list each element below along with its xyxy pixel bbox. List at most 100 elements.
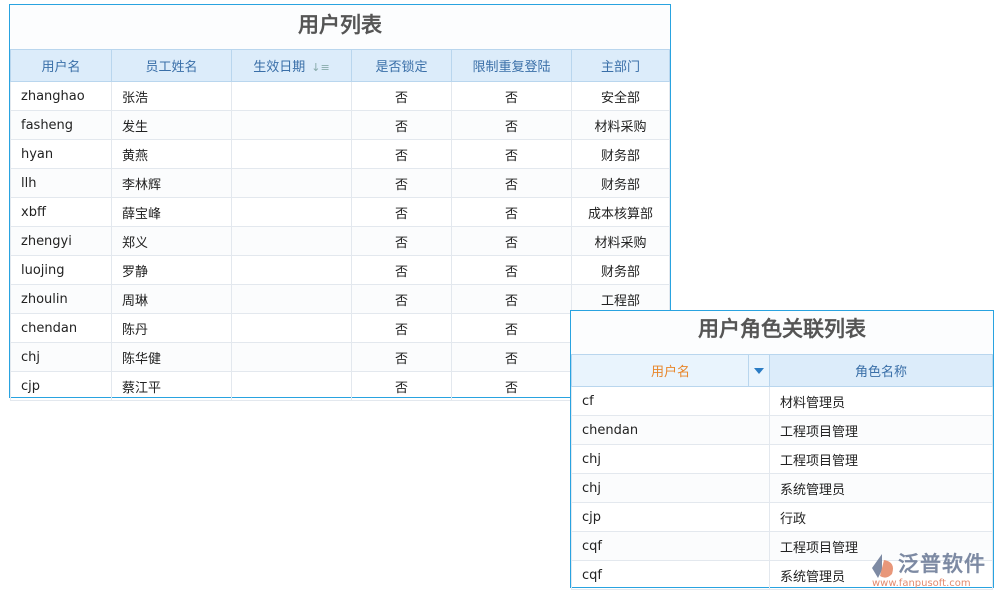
- caret-down-icon: [754, 367, 764, 374]
- table-cell: 否: [451, 139, 572, 169]
- table-cell: 否: [451, 371, 572, 401]
- table-cell: 否: [451, 110, 572, 140]
- table-cell: [231, 226, 352, 256]
- table-cell: xbff: [10, 197, 112, 227]
- column-header[interactable]: 用户名: [10, 49, 112, 82]
- fanpu-logo: 泛普软件 www.fanpusoft.com: [868, 552, 996, 592]
- table-cell: 否: [451, 342, 572, 372]
- table-cell: 否: [451, 168, 572, 198]
- table-cell: 财务部: [571, 168, 670, 198]
- table-cell: 工程部: [571, 284, 670, 314]
- table-row[interactable]: chj 系统管理员: [571, 473, 993, 503]
- table-cell: 财务部: [571, 139, 670, 169]
- table-row[interactable]: llh 李林辉否否财务部: [10, 168, 670, 198]
- table-cell: 陈丹: [111, 313, 232, 343]
- table-cell: 否: [351, 371, 452, 401]
- table-cell: cqf: [571, 531, 770, 561]
- dropdown-button[interactable]: [748, 355, 769, 386]
- table-cell: chendan: [10, 313, 112, 343]
- table-cell: 财务部: [571, 255, 670, 285]
- table-cell: 行政: [769, 502, 993, 532]
- table-cell: 材料采购: [571, 226, 670, 256]
- table-cell: cjp: [571, 502, 770, 532]
- table-cell: [231, 139, 352, 169]
- table-cell: 否: [351, 226, 452, 256]
- table-row[interactable]: hyan 黄燕否否财务部: [10, 139, 670, 169]
- table-cell: 材料管理员: [769, 386, 993, 416]
- column-header[interactable]: 主部门: [571, 49, 670, 82]
- table-cell: 周琳: [111, 284, 232, 314]
- table-cell: zhanghao: [10, 81, 112, 111]
- column-header-username[interactable]: 用户名: [571, 354, 770, 387]
- column-header[interactable]: 是否锁定: [351, 49, 452, 82]
- table-cell: 李林辉: [111, 168, 232, 198]
- table-cell: 发生: [111, 110, 232, 140]
- column-header-label: 用户名: [41, 60, 81, 75]
- table-row[interactable]: cjp 蔡江平 否否: [10, 371, 670, 401]
- table-cell: chj: [10, 342, 112, 372]
- table-row[interactable]: cf 材料管理员: [571, 386, 993, 416]
- table-row[interactable]: zhoulin 周琳否否工程部: [10, 284, 670, 314]
- table-cell: [231, 168, 352, 198]
- table-cell: 否: [351, 81, 452, 111]
- table-cell: 否: [451, 81, 572, 111]
- table-cell: [231, 371, 352, 401]
- column-header-label: 生效日期: [253, 60, 306, 75]
- table-cell: 黄燕: [111, 139, 232, 169]
- table-cell: 材料采购: [571, 110, 670, 140]
- table-cell: 罗静: [111, 255, 232, 285]
- table-row[interactable]: xbff 薛宝峰否否成本核算部: [10, 197, 670, 227]
- table-cell: 安全部: [571, 81, 670, 111]
- table-row[interactable]: zhengyi 郑义否否材料采购: [10, 226, 670, 256]
- table-cell: llh: [10, 168, 112, 198]
- table-cell: [231, 284, 352, 314]
- table-cell: [231, 255, 352, 285]
- logo-url: www.fanpusoft.com: [872, 578, 971, 589]
- table-cell: [231, 110, 352, 140]
- header-row: 用户名 员工姓名 生效日期 ↓≡ 是否锁定 限制重复登陆 主部门: [10, 49, 670, 82]
- table-cell: [231, 81, 352, 111]
- table-cell: 否: [451, 313, 572, 343]
- table-cell: 蔡江平: [111, 371, 232, 401]
- table-row[interactable]: cqf 系统管理员: [571, 560, 993, 590]
- table-cell: 否: [351, 139, 452, 169]
- table-cell: [231, 342, 352, 372]
- table-row[interactable]: zhanghao 张浩否否安全部: [10, 81, 670, 111]
- table-row[interactable]: cjp 行政: [571, 502, 993, 532]
- column-header[interactable]: 员工姓名: [111, 49, 232, 82]
- table-cell: 否: [451, 255, 572, 285]
- table-cell: hyan: [10, 139, 112, 169]
- table-cell: 郑义: [111, 226, 232, 256]
- table-row[interactable]: chj 工程项目管理: [571, 444, 993, 474]
- table-cell: 否: [351, 110, 452, 140]
- user-role-table: 用户名 角色名称 cf 材料管理员 chendan 工程项目管理 chj 工程项目管理 ch…: [571, 354, 993, 590]
- logo-text: 泛普软件: [898, 552, 986, 576]
- sort-icon[interactable]: ↓≡: [311, 61, 330, 74]
- table-cell: [231, 313, 352, 343]
- table-row[interactable]: luojing 罗静否否财务部: [10, 255, 670, 285]
- table-cell: chj: [571, 444, 770, 474]
- table-row[interactable]: chendan 工程项目管理: [571, 415, 993, 445]
- table-cell: 否: [351, 255, 452, 285]
- table-cell: 陈华健: [111, 342, 232, 372]
- table-cell: 张浩: [111, 81, 232, 111]
- table-row[interactable]: fasheng 发生否否材料采购: [10, 110, 670, 140]
- user-list-title: 用户列表: [10, 5, 670, 49]
- column-header-label: 限制重复登陆: [472, 60, 551, 75]
- table-cell: 否: [351, 313, 452, 343]
- table-cell: 否: [451, 226, 572, 256]
- table-cell: 工程项目管理: [769, 444, 993, 474]
- user-role-panel: 用户角色关联列表 用户名 角色名称 cf 材料管理员 chendan 工程项目管理 ch…: [570, 310, 994, 590]
- table-cell: 否: [451, 284, 572, 314]
- table-cell: cf: [571, 386, 770, 416]
- table-cell: cqf: [571, 560, 770, 590]
- column-header-label: 主部门: [600, 60, 640, 75]
- table-cell: 否: [351, 284, 452, 314]
- column-header[interactable]: 生效日期 ↓≡: [231, 49, 352, 82]
- column-header[interactable]: 限制重复登陆: [451, 49, 572, 82]
- column-header-label: 员工姓名: [145, 60, 198, 75]
- column-header-role-name[interactable]: 角色名称: [769, 354, 993, 387]
- table-cell: chendan: [571, 415, 770, 445]
- table-cell: 否: [351, 342, 452, 372]
- column-header-label: 用户名: [650, 365, 690, 380]
